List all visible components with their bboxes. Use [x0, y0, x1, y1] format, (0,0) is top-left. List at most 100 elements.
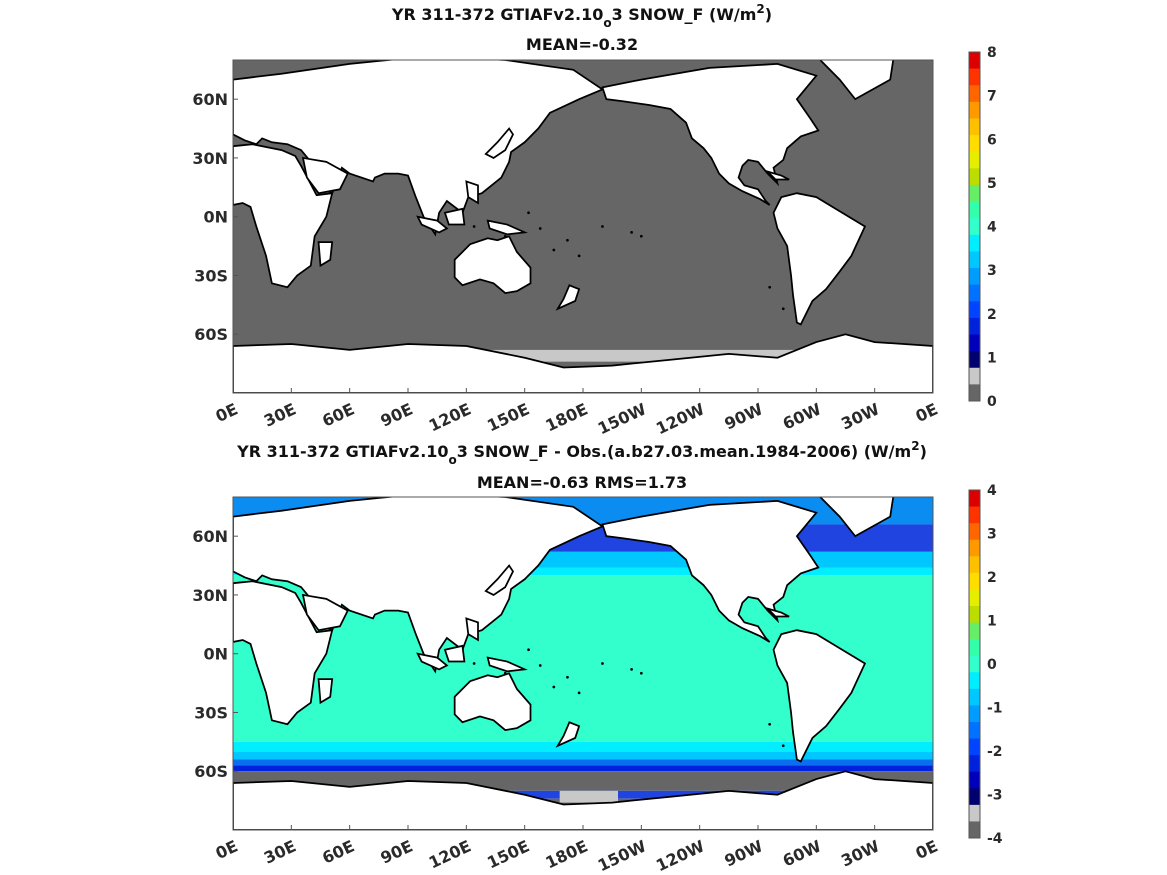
colorbar-swatch: [969, 101, 980, 119]
ocean-value-band: [233, 751, 933, 760]
island-marker: [768, 285, 772, 289]
title-part-sub: o: [449, 453, 457, 467]
title-part-sup: 2: [911, 439, 919, 453]
colorbar-swatch: [969, 738, 980, 756]
ice-edge-patch: [233, 349, 933, 362]
lon-tick-label: 0E: [213, 836, 241, 863]
lon-tick-label: 150E: [484, 836, 532, 872]
colorbar-swatch: [969, 622, 980, 640]
colorbar-tick-label: 6: [987, 132, 997, 148]
colorbar-swatch: [969, 218, 980, 236]
colorbar-swatch: [969, 317, 980, 336]
colorbar-tick-label: 1: [987, 614, 997, 630]
lat-tick-label: 30S: [194, 703, 228, 722]
lon-tick-label: 60W: [780, 399, 825, 433]
island-marker: [577, 254, 581, 258]
colorbar-tick-label: -4: [987, 831, 1003, 847]
island-marker: [566, 675, 569, 679]
lat-tick-label: 60S: [194, 762, 228, 781]
colorbar-tick-label: 7: [987, 89, 997, 105]
colorbar-swatch: [969, 821, 980, 839]
island-marker: [639, 234, 643, 238]
island-marker: [781, 307, 785, 311]
island-marker: [503, 234, 507, 238]
lon-tick-label: 150W: [595, 836, 650, 875]
ice-edge-patch: [559, 790, 618, 803]
title-part-close: ): [765, 5, 772, 24]
colorbar-tick-label: 1: [987, 350, 997, 366]
colorbar-swatch: [969, 251, 980, 269]
lon-tick-label: 60E: [319, 836, 357, 867]
colorbar-tick-label: 5: [987, 176, 997, 192]
ocean-value-band: [233, 759, 933, 766]
lat-tick-label: 30N: [192, 586, 228, 605]
island-marker: [527, 211, 530, 215]
lon-tick-label: 90E: [378, 399, 416, 430]
colorbar-tick-label: 2: [987, 570, 997, 586]
ocean-value-band: [233, 765, 933, 772]
colorbar-swatch: [969, 788, 980, 806]
title-part-after: 3 SNOW_F - Obs.(a.b27.03.mean.1984-2006)…: [457, 442, 911, 461]
island-marker: [630, 231, 633, 234]
island-marker: [577, 691, 581, 695]
lon-tick-label: 30W: [838, 399, 883, 433]
colorbar-swatch: [969, 523, 980, 541]
island-marker: [503, 671, 507, 675]
colorbar-swatch: [969, 506, 980, 524]
lat-tick-label: 60N: [192, 527, 228, 546]
island-marker: [630, 668, 633, 671]
colorbar-swatch: [969, 52, 980, 70]
colorbar-swatch: [969, 367, 980, 385]
map-area: [233, 497, 933, 830]
colorbar-swatch: [969, 672, 980, 690]
island-marker: [781, 744, 785, 748]
colorbar-tick-label: 8: [987, 45, 997, 61]
island-marker: [601, 225, 604, 228]
colorbar-frame: [968, 51, 981, 402]
colorbar-swatch: [969, 572, 980, 590]
colorbar-swatch: [969, 539, 980, 557]
island-marker: [566, 238, 569, 242]
map-stat-line: MEAN=-0.63 RMS=1.73: [477, 473, 687, 492]
colorbar-swatch: [969, 384, 980, 402]
colorbar-tick-label: 4: [987, 483, 997, 499]
title-part-main: YR 311-372 GTIAFv2.10: [236, 442, 448, 461]
colorbar-tick-label: -3: [987, 788, 1003, 804]
colorbar-swatch: [969, 85, 980, 103]
colorbar-swatch: [969, 804, 980, 822]
colorbar-swatch: [969, 118, 980, 136]
lon-tick-label: 60W: [780, 836, 825, 870]
colorbar-swatch: [969, 771, 980, 789]
island-marker: [552, 248, 556, 252]
colorbar-tick-label: 0: [987, 657, 997, 673]
lon-tick-label: 120E: [426, 836, 474, 872]
island-marker: [768, 722, 772, 726]
colorbar-swatch: [969, 68, 980, 86]
ocean-value-band: [233, 741, 933, 752]
colorbar-tick-label: 4: [987, 220, 997, 236]
colorbar-swatch: [969, 268, 980, 286]
lon-tick-label: 0E: [913, 836, 941, 863]
colorbar-swatch: [969, 135, 980, 153]
island-marker: [538, 227, 542, 230]
title-part-main: YR 311-372 GTIAFv2.10: [391, 5, 603, 24]
map-title: YR 311-372 GTIAFv2.10o3 SNOW_F (W/m2): [391, 2, 772, 30]
colorbar-tick-label: 3: [987, 263, 997, 279]
island-marker: [639, 671, 643, 675]
colorbar-tick-label: 0: [987, 394, 997, 410]
colorbar-swatch: [969, 234, 980, 252]
colorbar-swatch: [969, 284, 980, 302]
lon-tick-label: 90W: [721, 399, 766, 433]
lon-tick-label: 0E: [913, 399, 941, 426]
island-marker: [601, 662, 604, 665]
colorbar-swatch: [969, 201, 980, 219]
colorbar-swatch: [969, 490, 980, 508]
lat-tick-label: 60N: [192, 90, 228, 109]
map-panel-bottom: YR 311-372 GTIAFv2.10o3 SNOW_F - Obs.(a.…: [192, 439, 1002, 875]
lon-tick-label: 90W: [721, 836, 766, 870]
colorbar-swatch: [969, 556, 980, 574]
lon-tick-label: 30E: [261, 836, 299, 867]
ocean-value-band: [233, 567, 933, 576]
colorbar-swatch: [969, 606, 980, 624]
colorbar-swatch: [969, 301, 980, 319]
